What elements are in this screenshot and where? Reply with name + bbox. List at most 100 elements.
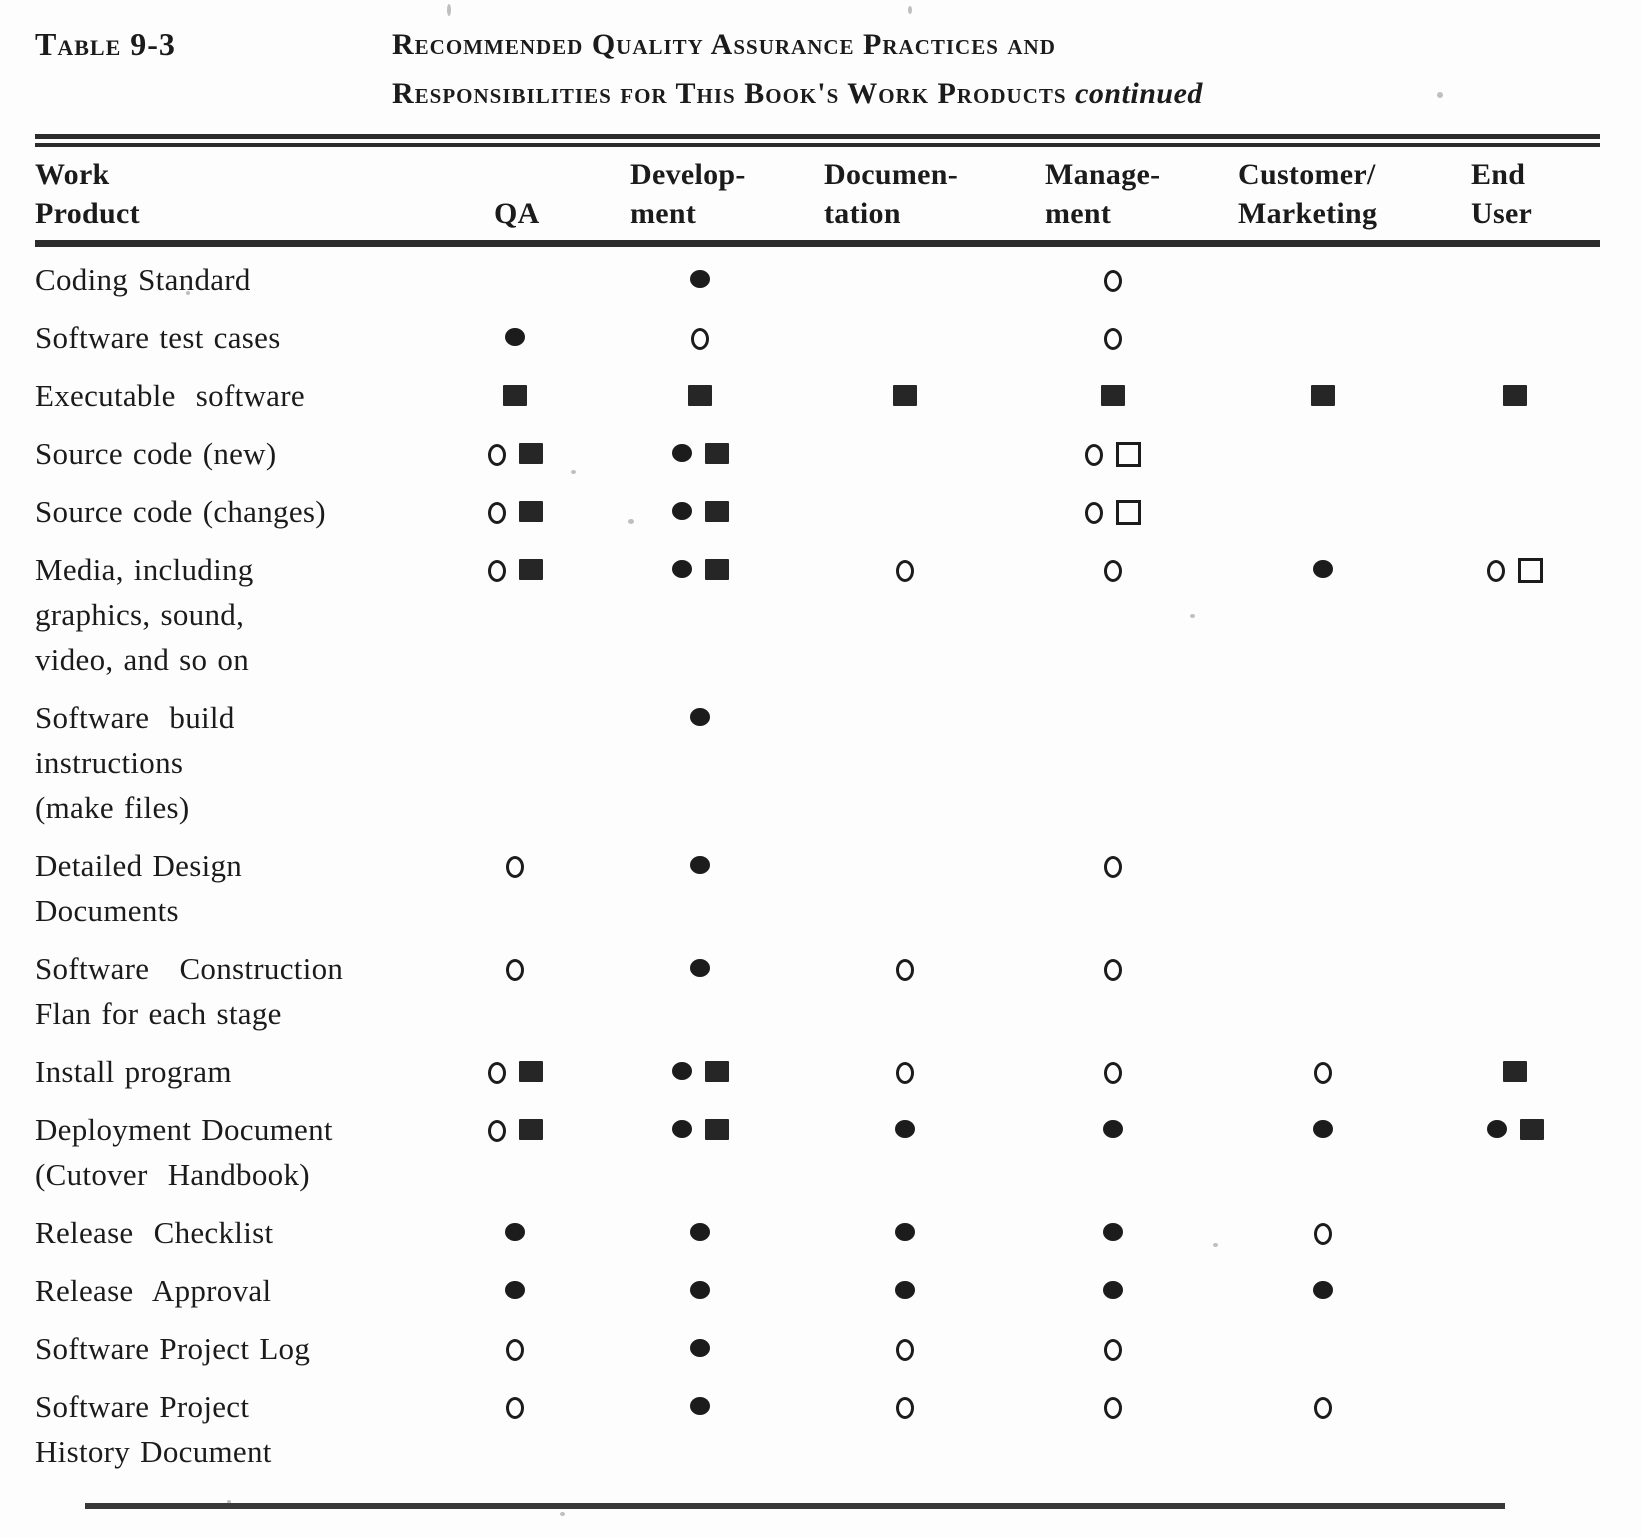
- open-circle-symbol: [506, 856, 524, 878]
- table-row: Software Project Log: [30, 1320, 1642, 1378]
- filled-circle-symbol: [505, 1281, 525, 1299]
- table-title-line2-text: Responsibilities for This Book's Work Pr…: [392, 77, 1067, 110]
- filled-square-symbol: [518, 1061, 543, 1082]
- open-circle-symbol: [896, 959, 914, 981]
- filled-circle-symbol: [895, 1281, 915, 1299]
- column-header-line: Manage-: [1045, 158, 1161, 191]
- filled-circle-symbol: [690, 1281, 710, 1299]
- filled-circle-symbol: [690, 270, 710, 288]
- open-circle-symbol: [1313, 1062, 1332, 1084]
- cell-customer-marketing: [1225, 547, 1420, 682]
- cell-customer-marketing: [1225, 373, 1420, 418]
- cell-customer-marketing: [1225, 843, 1420, 933]
- cell-end-user: [1420, 946, 1610, 1036]
- row-label: Release Approval: [35, 1273, 272, 1308]
- column-header-line: User: [1471, 197, 1533, 230]
- cell-management: [1000, 373, 1225, 418]
- table-row: Release Checklist: [30, 1204, 1642, 1262]
- table-row: Release Approval: [30, 1262, 1642, 1320]
- cell-documentation: [810, 1384, 1000, 1474]
- cell-customer-marketing: [1225, 1384, 1420, 1474]
- filled-circle-symbol: [690, 856, 710, 874]
- cell-qa: [440, 1326, 590, 1371]
- row-label: Software Project Log: [35, 1331, 311, 1366]
- column-header-line: tation: [824, 197, 901, 230]
- table-tag: Table 9-3: [35, 26, 176, 62]
- filled-square-symbol: [704, 1061, 729, 1082]
- cell-qa: [440, 843, 590, 933]
- cell-development: [590, 946, 810, 1036]
- table-title-continued: continued: [1075, 77, 1203, 110]
- cell-development: [590, 1107, 810, 1197]
- scan-speck: [571, 470, 576, 474]
- cell-qa: [440, 257, 590, 302]
- table-title-line1: Recommended Quality Assurance Practices …: [392, 28, 1056, 61]
- cell-qa: [440, 1268, 590, 1313]
- filled-square-symbol: [1519, 1119, 1544, 1140]
- filled-circle-symbol: [1102, 1223, 1123, 1241]
- cell-customer-marketing: [1225, 489, 1420, 534]
- scan-speck: [560, 1512, 565, 1516]
- filled-circle-symbol: [690, 959, 710, 977]
- cell-management: [1000, 1107, 1225, 1197]
- cell-qa: [440, 1384, 590, 1474]
- cell-qa: [440, 1210, 590, 1255]
- filled-square-symbol: [688, 385, 712, 406]
- table-row: Deployment Document (Cutover Handbook): [30, 1101, 1642, 1204]
- open-circle-symbol: [1487, 560, 1505, 582]
- cell-customer-marketing: [1225, 1268, 1420, 1313]
- cell-documentation: [810, 843, 1000, 933]
- filled-square-symbol: [518, 443, 543, 464]
- scan-speck: [1213, 1243, 1218, 1247]
- open-circle-symbol: [506, 1339, 524, 1361]
- scan-speck: [1190, 614, 1195, 618]
- cell-qa: [440, 315, 590, 360]
- cell-management: [1000, 547, 1225, 682]
- filled-square-symbol: [518, 501, 543, 522]
- column-header-line: Develop-: [630, 158, 746, 191]
- filled-circle-symbol: [671, 1062, 692, 1080]
- column-header-row: Work Product QA Develop-ment Documen-tation M…: [30, 147, 1642, 240]
- open-square-symbol: [1115, 500, 1141, 525]
- cell-customer-marketing: [1225, 946, 1420, 1036]
- filled-square-symbol: [704, 1119, 729, 1140]
- filled-square-symbol: [503, 385, 527, 406]
- filled-square-symbol: [518, 559, 543, 580]
- row-label: Executable software: [35, 378, 305, 413]
- row-label: Install program: [35, 1054, 232, 1089]
- column-header-line: ment: [630, 197, 697, 230]
- cell-end-user: [1420, 547, 1610, 682]
- cell-end-user: [1420, 1326, 1610, 1371]
- filled-circle-symbol: [505, 328, 525, 346]
- filled-circle-symbol: [1312, 1120, 1333, 1138]
- open-square-symbol: [1115, 442, 1141, 467]
- filled-square-symbol: [1503, 1061, 1527, 1082]
- cell-customer-marketing: [1225, 315, 1420, 360]
- scan-speck: [1437, 92, 1443, 98]
- filled-circle-symbol: [671, 560, 692, 578]
- column-header-line: End: [1471, 158, 1526, 191]
- cell-end-user: [1420, 1049, 1610, 1094]
- row-label: Software Construction Flan for each stag…: [35, 951, 344, 1031]
- open-circle-symbol: [1313, 1397, 1332, 1419]
- cell-development: [590, 843, 810, 933]
- cell-customer-marketing: [1225, 1326, 1420, 1371]
- open-circle-symbol: [1103, 1339, 1122, 1361]
- row-label: Media, including graphics, sound, video,…: [35, 552, 254, 677]
- cell-end-user: [1420, 431, 1610, 476]
- scan-speck: [447, 4, 451, 16]
- filled-square-symbol: [1503, 385, 1527, 406]
- cell-development: [590, 1210, 810, 1255]
- table-bottom-rule: [85, 1503, 1505, 1509]
- filled-square-symbol: [893, 385, 917, 406]
- table-row: Software Construction Flan for each stag…: [30, 940, 1642, 1043]
- filled-circle-symbol: [1102, 1120, 1123, 1138]
- filled-circle-symbol: [690, 1223, 710, 1241]
- table-row: Install program: [30, 1043, 1642, 1101]
- column-header-end-user: End User: [1420, 155, 1610, 233]
- column-header-line: Marketing: [1238, 197, 1378, 230]
- filled-circle-symbol: [895, 1223, 915, 1241]
- table-title-line2: Responsibilities for This Book's Work Pr…: [392, 69, 1203, 118]
- cell-management: [1000, 695, 1225, 830]
- cell-development: [590, 257, 810, 302]
